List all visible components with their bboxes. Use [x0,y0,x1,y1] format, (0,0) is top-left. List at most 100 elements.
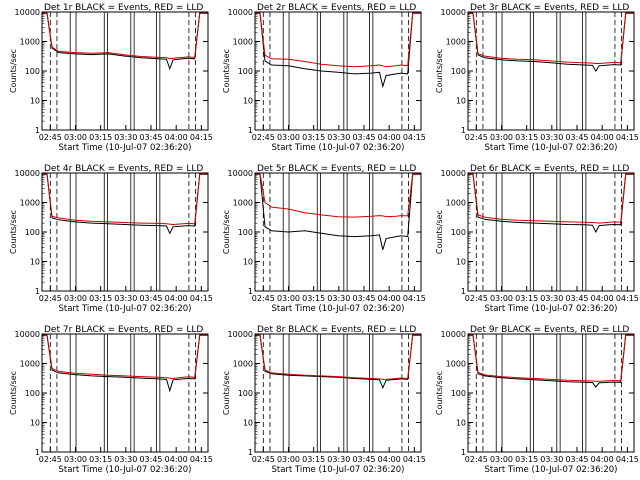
y-tick-label: 1000 [446,38,466,47]
x-tick-label: 02:45 [252,133,275,142]
x-tick-label: 04:00 [591,294,614,303]
y-tick-label: 1 [35,126,40,135]
series-events-line [468,173,634,234]
chart-panel-5: Det 5r BLACK = Events, RED = LLD 1 10 100 10… [222,164,426,314]
x-tick-label: 03:15 [515,455,538,464]
series-events-line [42,334,208,393]
series-lld-line [255,12,421,68]
y-tick-label: 1000 [20,38,40,47]
chart-title: Det 1r BLACK = Events, RED = LLD [44,3,203,13]
y-tick-label: 10000 [441,8,466,17]
x-tick-label: 03:45 [139,133,162,142]
chart-title: Det 7r BLACK = Events, RED = LLD [44,325,203,335]
x-tick-label: 03:00 [64,133,87,142]
plot-frame [467,11,635,131]
x-tick-label: 02:45 [252,455,275,464]
x-tick-label: 03:00 [277,133,300,142]
y-tick-label: 10000 [15,169,40,178]
series-lld-line [255,334,421,380]
x-axis-label: Start Time (10-Jul-07 02:36:20) [485,304,618,314]
y-tick-label: 1000 [20,360,40,369]
x-axis-label: Start Time (10-Jul-07 02:36:20) [485,465,618,475]
y-tick-label: 10 [30,97,40,106]
x-tick-label: 04:15 [190,133,213,142]
x-tick-label: 03:30 [540,133,563,142]
x-tick-label: 03:15 [89,294,112,303]
y-tick-label: 10 [30,419,40,428]
x-axis-label: Start Time (10-Jul-07 02:36:20) [59,143,192,153]
y-tick-label: 100 [238,67,253,76]
y-tick-label: 100 [451,389,466,398]
y-tick-label: 1 [248,448,253,457]
chart-panel-7: Det 7r BLACK = Events, RED = LLD 1 10 100 10… [9,325,213,475]
x-tick-label: 02:45 [252,294,275,303]
x-tick-label: 03:30 [114,455,137,464]
y-tick-label: 1000 [446,360,466,369]
y-axis-label: Counts/sec [435,210,444,254]
x-tick-label: 03:00 [490,455,513,464]
series-events-line [42,173,208,235]
series-events-line [42,12,208,71]
x-tick-label: 02:45 [465,455,488,464]
x-tick-label: 03:00 [64,294,87,303]
x-axis-label: Start Time (10-Jul-07 02:36:20) [272,304,405,314]
x-tick-label: 04:15 [403,133,426,142]
series-events-line [255,334,421,390]
y-tick-label: 100 [238,389,253,398]
x-tick-label: 04:00 [165,294,188,303]
chart-panel-9: Det 9r BLACK = Events, RED = LLD 1 10 100 10… [435,325,639,475]
x-tick-label: 03:15 [302,133,325,142]
x-tick-label: 04:15 [616,455,639,464]
series-events-line [255,173,421,250]
x-axis-label: Start Time (10-Jul-07 02:36:20) [485,143,618,153]
y-tick-label: 10 [456,97,466,106]
x-tick-label: 04:00 [378,294,401,303]
x-tick-label: 03:45 [139,294,162,303]
y-tick-label: 10000 [15,8,40,17]
chart-panel-4: Det 4r BLACK = Events, RED = LLD 1 10 100 10… [9,164,213,314]
x-tick-label: 03:30 [327,455,350,464]
x-tick-label: 02:45 [465,294,488,303]
x-tick-label: 03:30 [327,133,350,142]
y-tick-label: 10000 [15,330,40,339]
x-tick-label: 03:45 [565,133,588,142]
x-tick-label: 03:15 [89,455,112,464]
x-tick-label: 03:15 [515,294,538,303]
y-tick-label: 100 [451,67,466,76]
x-axis-label: Start Time (10-Jul-07 02:36:20) [272,143,405,153]
x-tick-label: 03:30 [540,294,563,303]
y-tick-label: 1000 [20,199,40,208]
x-tick-label: 03:45 [139,455,162,464]
x-tick-label: 02:45 [39,455,62,464]
y-axis-label: Counts/sec [222,371,231,415]
x-tick-label: 03:15 [302,294,325,303]
x-tick-label: 03:45 [565,294,588,303]
x-tick-label: 04:00 [591,455,614,464]
x-tick-label: 03:00 [64,455,87,464]
x-tick-label: 04:15 [403,455,426,464]
y-axis-label: Counts/sec [435,49,444,93]
plot-frame [254,11,422,131]
y-tick-label: 10000 [228,169,253,178]
chart-panel-8: Det 8r BLACK = Events, RED = LLD 1 10 100 10… [222,325,426,475]
chart-panel-1: Det 1r BLACK = Events, RED = LLD 1 10 100 10… [9,3,213,153]
y-tick-label: 1 [461,448,466,457]
plot-frame [254,333,422,453]
x-axis-label: Start Time (10-Jul-07 02:36:20) [59,304,192,314]
x-tick-label: 03:30 [114,133,137,142]
y-tick-label: 10000 [441,169,466,178]
x-tick-label: 04:15 [616,294,639,303]
x-tick-label: 03:30 [327,294,350,303]
series-lld-line [255,173,421,218]
x-tick-label: 04:00 [591,133,614,142]
series-events-line [468,334,634,388]
y-tick-label: 10000 [228,8,253,17]
y-axis-label: Counts/sec [222,210,231,254]
x-tick-label: 02:45 [39,133,62,142]
y-tick-label: 100 [25,228,40,237]
y-tick-label: 100 [238,228,253,237]
series-lld-line [42,12,208,60]
y-tick-label: 10 [456,258,466,267]
x-tick-label: 03:00 [490,294,513,303]
y-tick-label: 10 [30,258,40,267]
